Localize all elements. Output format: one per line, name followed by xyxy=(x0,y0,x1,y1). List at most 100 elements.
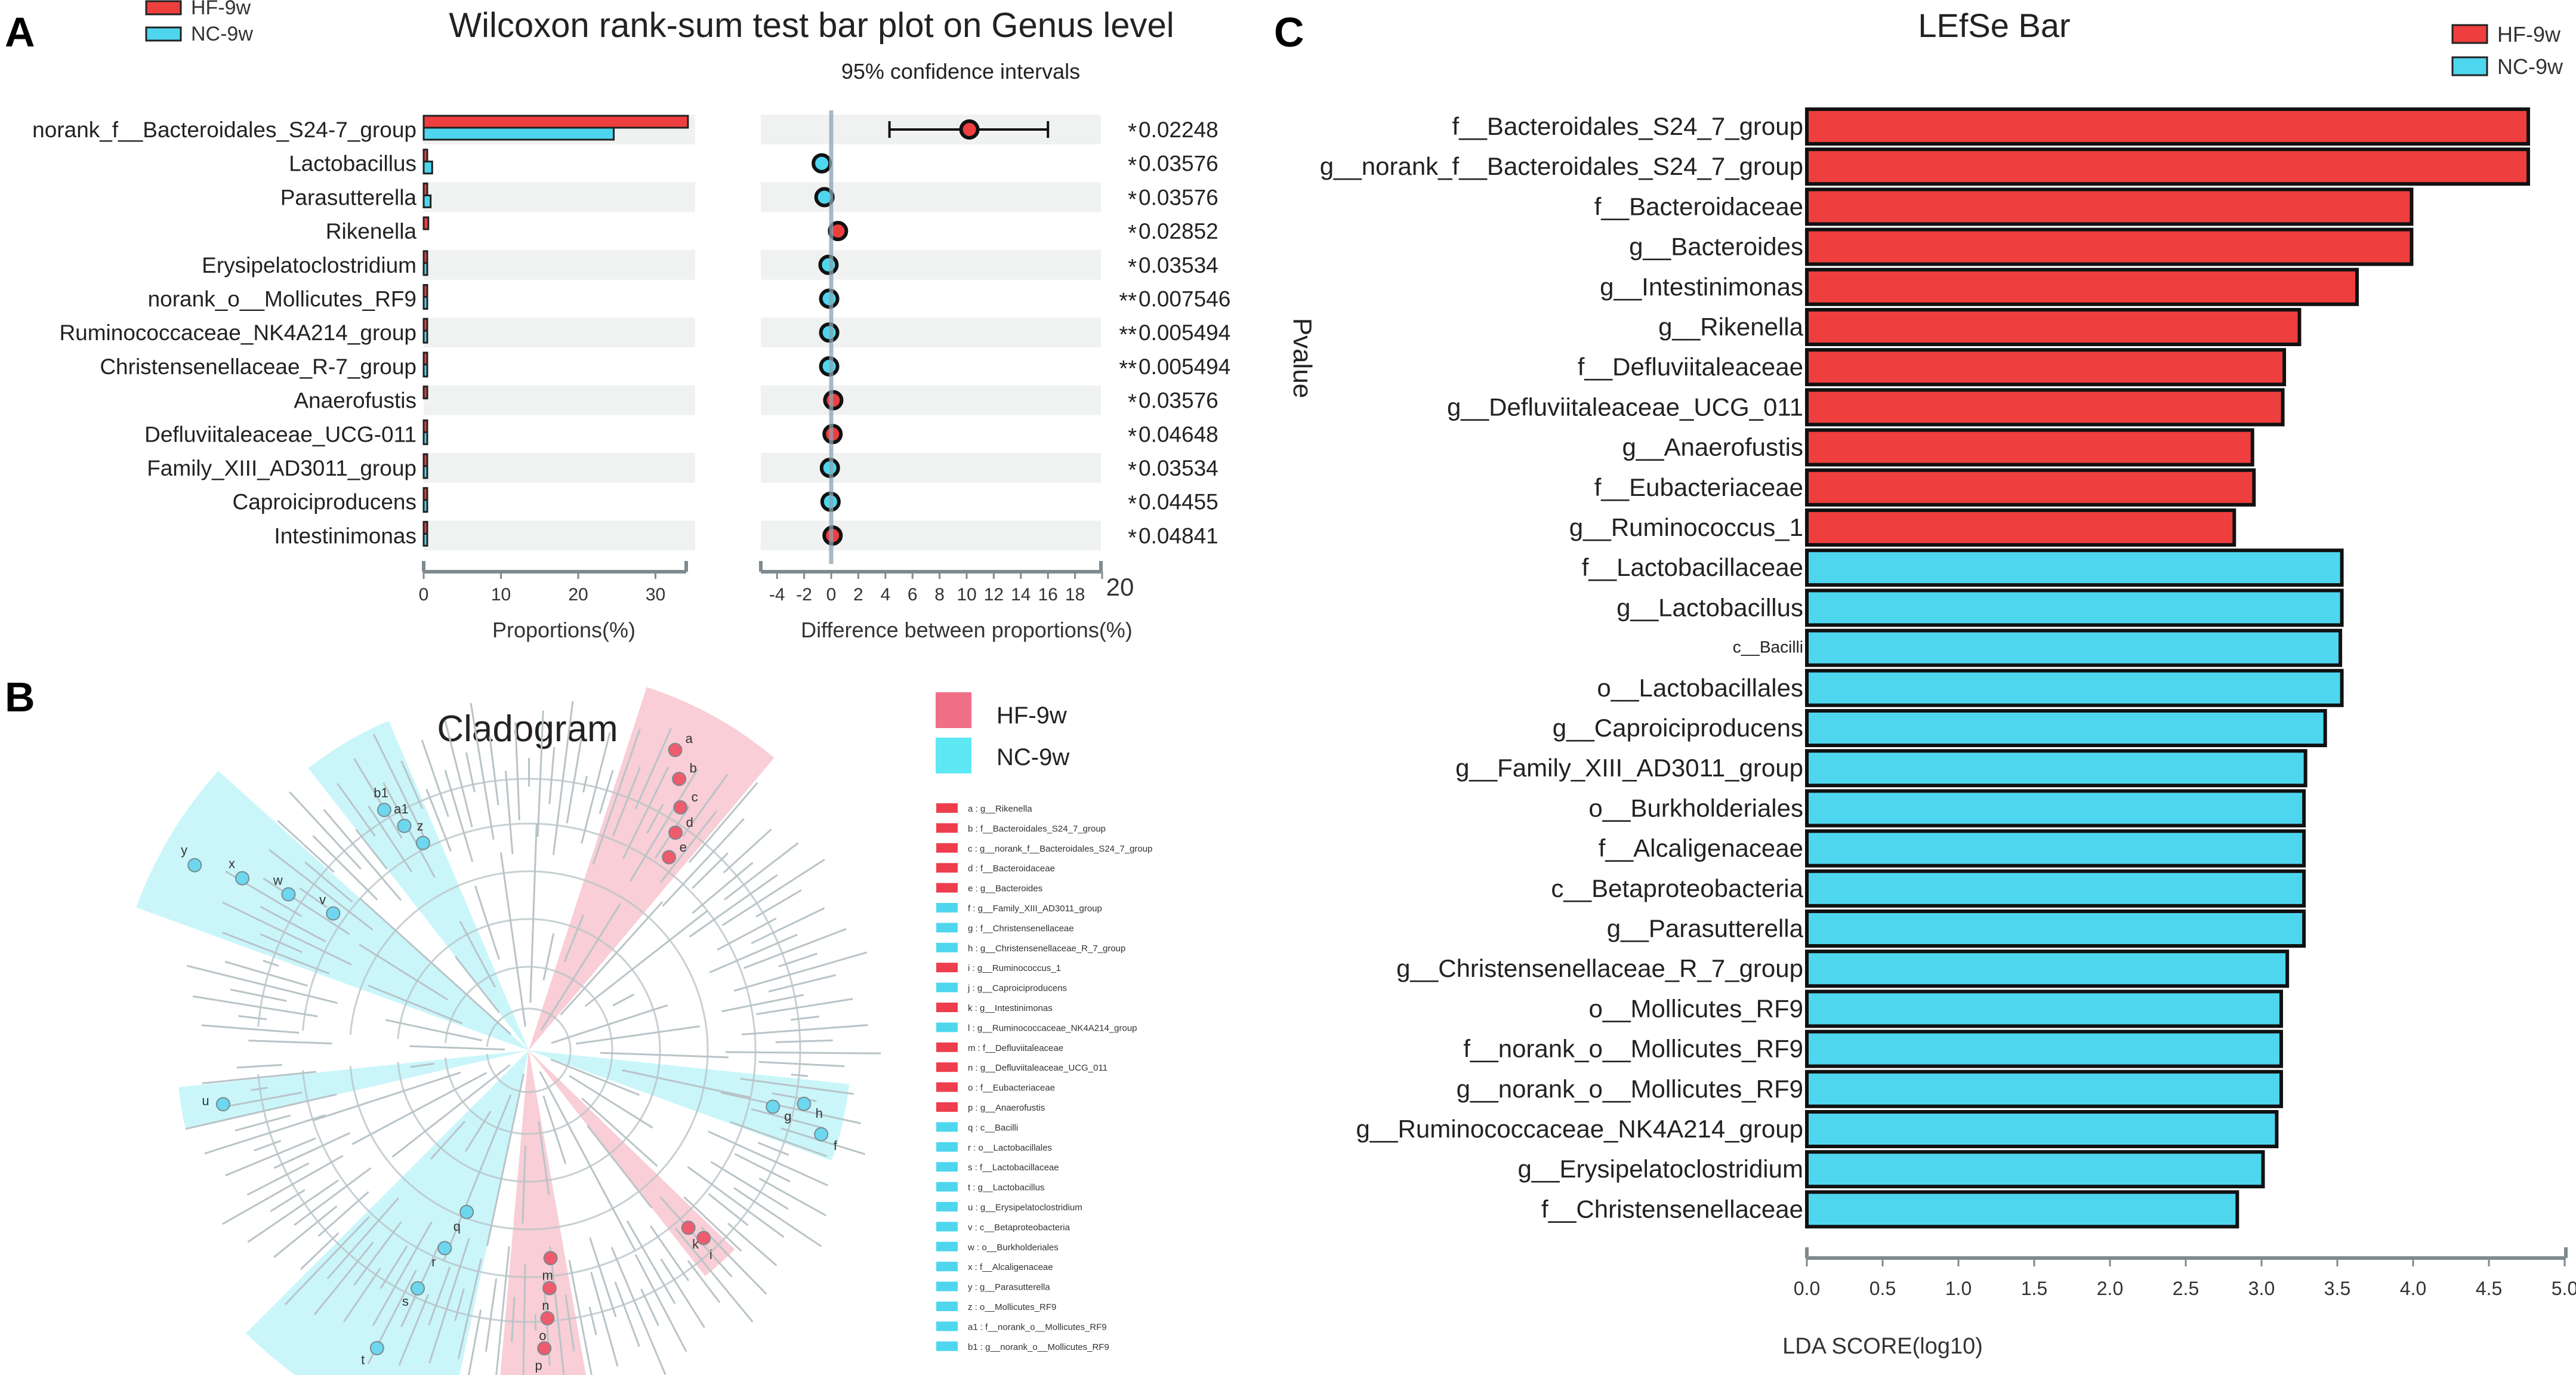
lefse-bar xyxy=(1805,227,2414,266)
tree-branch xyxy=(368,984,463,1025)
lefse-label: g__Ruminococcaceae_NK4A214_group xyxy=(1356,1115,1803,1143)
tree-branch xyxy=(385,1019,483,1041)
tree-branch xyxy=(465,752,476,793)
genus-label: Lactobacillus xyxy=(289,152,417,176)
clade-letter: c xyxy=(692,790,698,804)
lefse-bar xyxy=(1805,949,2290,988)
lefse-bar xyxy=(1805,989,2284,1028)
difference-tick-label: 18 xyxy=(1065,585,1085,605)
tree-branch xyxy=(522,1145,526,1223)
tree-branch xyxy=(629,768,699,882)
clade-node xyxy=(542,1281,557,1296)
lefse-bar xyxy=(1805,1150,2265,1189)
lefse-ylabel: Pvalue xyxy=(1288,318,1317,399)
tree-branch xyxy=(359,944,449,1001)
significance-stars: * xyxy=(1128,255,1137,280)
tree-branch xyxy=(659,810,718,883)
bar-hf xyxy=(422,419,428,433)
lefse-tick-label: 2.0 xyxy=(2097,1278,2123,1299)
cladogram-legend-label-nc: NC-9w xyxy=(997,744,1069,770)
clade-letter: w xyxy=(273,873,283,887)
tree-branch xyxy=(514,722,520,821)
significance-stars: * xyxy=(1128,458,1137,483)
tree-branch xyxy=(740,1078,854,1095)
clade-node xyxy=(235,871,249,886)
tree-branch xyxy=(660,1258,705,1328)
tree-branch xyxy=(235,1114,291,1132)
key-entry: k : g__Intestinimonas xyxy=(968,1003,1053,1013)
tree-branch xyxy=(584,910,708,1007)
tree-branch xyxy=(522,1263,526,1375)
cladogram-legend-label-hf: HF-9w xyxy=(997,702,1067,729)
lefse-bar xyxy=(1805,308,2302,346)
key-swatch xyxy=(936,883,958,893)
tree-branch xyxy=(251,1087,268,1092)
tree-branch xyxy=(217,1092,303,1109)
lefse-bar xyxy=(1805,1069,2284,1108)
tree-branch xyxy=(539,1071,636,1251)
difference-tick-label: 14 xyxy=(1011,585,1031,605)
key-swatch xyxy=(936,1202,958,1211)
difference-tick-label: 2 xyxy=(853,585,863,605)
ci-label: 95% confidence intervals xyxy=(841,59,1080,84)
key-swatch xyxy=(936,1122,958,1132)
tree-branch xyxy=(775,1039,833,1043)
key-swatch xyxy=(936,1241,958,1251)
tree-branch xyxy=(588,1306,597,1336)
row-band-left xyxy=(424,182,695,212)
tree-branch xyxy=(398,1294,430,1365)
tree-branch xyxy=(599,770,614,814)
lefse-bar xyxy=(1805,107,2531,146)
key-entry: v : c__Betaproteobacteria xyxy=(968,1222,1070,1232)
tree-branch xyxy=(634,1254,687,1352)
lefse-bar xyxy=(1805,829,2306,868)
key-swatch xyxy=(936,803,958,813)
bar-nc xyxy=(422,127,615,141)
key-entry: t : g__Lactobacillus xyxy=(968,1183,1044,1193)
key-swatch xyxy=(936,823,958,833)
lefse-label: g__Lactobacillus xyxy=(1616,593,1803,621)
tree-branch xyxy=(470,702,495,840)
tree-branch xyxy=(626,1220,676,1305)
tree-branch xyxy=(551,1004,668,1044)
clade-letter: q xyxy=(454,1219,461,1234)
key-swatch xyxy=(936,982,958,992)
clade-node xyxy=(696,1231,711,1245)
tree-branch xyxy=(289,791,362,870)
lefse-label: f__Christensenellaceae xyxy=(1541,1195,1803,1223)
p-value: 0.005494 xyxy=(1139,320,1230,345)
key-swatch xyxy=(936,1022,958,1032)
lefse-label: o__Mollicutes_RF9 xyxy=(1588,994,1803,1022)
bar-nc xyxy=(422,363,428,378)
tree-branch xyxy=(646,803,664,834)
lefse-bar xyxy=(1805,588,2344,627)
tree-branch xyxy=(268,849,374,931)
row-band-right xyxy=(761,249,1101,280)
clade-node xyxy=(543,1251,558,1266)
clade-node xyxy=(415,836,430,850)
tree-branch xyxy=(304,861,353,903)
lefse-label: f__Lactobacillaceae xyxy=(1582,553,1803,581)
significance-stars: * xyxy=(1128,187,1137,212)
tree-branch xyxy=(582,775,588,793)
key-swatch xyxy=(936,963,958,973)
tree-branch xyxy=(204,1114,326,1155)
tree-branch xyxy=(444,720,473,828)
clade-letter: e xyxy=(680,840,687,855)
bar-hf xyxy=(422,115,689,129)
clade-node xyxy=(797,1096,812,1111)
tree-branch xyxy=(186,964,338,1004)
difference-tick-label: 4 xyxy=(880,585,890,605)
lefse-plot: f__Bacteroidales_S24_7_group g__norank_f_… xyxy=(1320,107,2576,1299)
lefse-tick-label: 1.5 xyxy=(2021,1278,2047,1299)
lefse-label: g__Anaerofustis xyxy=(1622,433,1803,461)
key-swatch xyxy=(936,1341,958,1351)
key-swatch xyxy=(936,942,958,952)
key-entry: b : f__Bacteroidales_S24_7_group xyxy=(968,824,1106,834)
tree-branch xyxy=(410,1062,434,1068)
tree-branch xyxy=(464,1110,492,1152)
bar-nc xyxy=(422,431,428,445)
clade-node xyxy=(540,1311,555,1325)
lefse-bar xyxy=(1805,348,2287,387)
